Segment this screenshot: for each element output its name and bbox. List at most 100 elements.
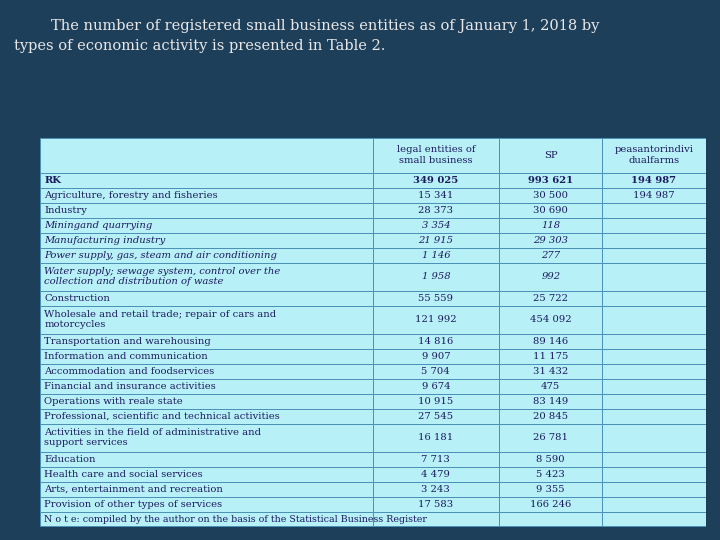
Bar [373,364,499,379]
Text: Financial and insurance activities: Financial and insurance activities [44,382,216,391]
Text: SP: SP [544,151,557,160]
Text: legal entities of
small business: legal entities of small business [397,145,475,165]
Text: 118: 118 [541,221,560,230]
Bar [499,379,603,394]
Bar [499,423,603,452]
Bar [40,379,373,394]
Text: 1 146: 1 146 [421,251,450,260]
Bar [373,248,499,262]
Text: N o t e: compiled by the author on the basis of the Statistical Business Registe: N o t e: compiled by the author on the b… [44,515,427,523]
Bar [603,218,706,233]
Bar [40,291,373,306]
Bar [499,188,603,203]
Bar [40,467,373,482]
Text: peasantorindivi
dualfarms: peasantorindivi dualfarms [614,145,693,165]
Bar [373,188,499,203]
Bar [373,394,499,409]
Text: Arts, entertainment and recreation: Arts, entertainment and recreation [44,484,223,494]
Text: Professional, scientific and technical activities: Professional, scientific and technical a… [44,411,280,421]
Bar [603,423,706,452]
Bar [40,218,373,233]
Text: Transportation and warehousing: Transportation and warehousing [44,337,211,346]
Bar [373,379,499,394]
Text: Operations with reale state: Operations with reale state [44,397,183,406]
Text: RK: RK [44,176,61,185]
Text: 5 704: 5 704 [421,367,450,376]
Bar [40,203,373,218]
Bar [499,138,603,173]
Bar [40,482,373,497]
Bar [40,248,373,262]
Bar [373,233,499,248]
Bar [373,409,499,423]
Bar [603,379,706,394]
Bar [499,262,603,291]
Bar [603,334,706,349]
Text: 15 341: 15 341 [418,191,454,200]
Text: 7 713: 7 713 [421,455,450,464]
Text: 26 781: 26 781 [534,433,568,442]
Bar [40,452,373,467]
Text: 349 025: 349 025 [413,176,459,185]
Text: 28 373: 28 373 [418,206,454,215]
Bar [40,394,373,409]
Text: 1 958: 1 958 [421,272,450,281]
Text: 14 816: 14 816 [418,337,454,346]
Bar [373,497,499,511]
Bar [40,173,373,188]
Text: 277: 277 [541,251,560,260]
Text: 30 500: 30 500 [534,191,568,200]
Text: 10 915: 10 915 [418,397,454,406]
Bar [499,497,603,511]
Text: 16 181: 16 181 [418,433,454,442]
Text: 5 423: 5 423 [536,470,565,478]
Text: Industry: Industry [44,206,87,215]
Bar [603,306,706,334]
Text: Activities in the field of administrative and
support services: Activities in the field of administrativ… [44,428,261,447]
Bar [373,203,499,218]
Bar [40,138,373,173]
Bar [603,291,706,306]
Text: 31 432: 31 432 [533,367,568,376]
Bar [373,218,499,233]
Bar [603,248,706,262]
Bar [373,138,499,173]
Text: 20 845: 20 845 [534,411,568,421]
Bar [40,497,373,511]
Bar [603,233,706,248]
Text: 55 559: 55 559 [418,294,454,303]
Text: Manufacturing industry: Manufacturing industry [44,235,166,245]
Bar [40,306,373,334]
Text: 89 146: 89 146 [534,337,568,346]
Text: 993 621: 993 621 [528,176,573,185]
Text: 194 987: 194 987 [631,176,677,185]
Bar [603,203,706,218]
Bar [373,334,499,349]
Bar [499,173,603,188]
Bar [499,394,603,409]
Text: 83 149: 83 149 [533,397,568,406]
Text: Provision of other types of services: Provision of other types of services [44,500,222,509]
Bar [499,409,603,423]
Bar [373,262,499,291]
Bar [40,188,373,203]
Text: 992: 992 [541,272,560,281]
Text: 27 545: 27 545 [418,411,454,421]
Bar [373,173,499,188]
Bar [499,291,603,306]
Bar [373,452,499,467]
Bar [603,452,706,467]
Text: 17 583: 17 583 [418,500,454,509]
Bar [603,409,706,423]
Text: 166 246: 166 246 [530,500,572,509]
Bar [373,467,499,482]
Text: 9 907: 9 907 [421,352,450,361]
Bar [603,262,706,291]
Bar [603,394,706,409]
Bar [499,364,603,379]
Text: Agriculture, forestry and fisheries: Agriculture, forestry and fisheries [44,191,218,200]
Text: Accommodation and foodservices: Accommodation and foodservices [44,367,215,376]
Bar [499,511,603,526]
Bar [499,482,603,497]
Text: 30 690: 30 690 [534,206,568,215]
